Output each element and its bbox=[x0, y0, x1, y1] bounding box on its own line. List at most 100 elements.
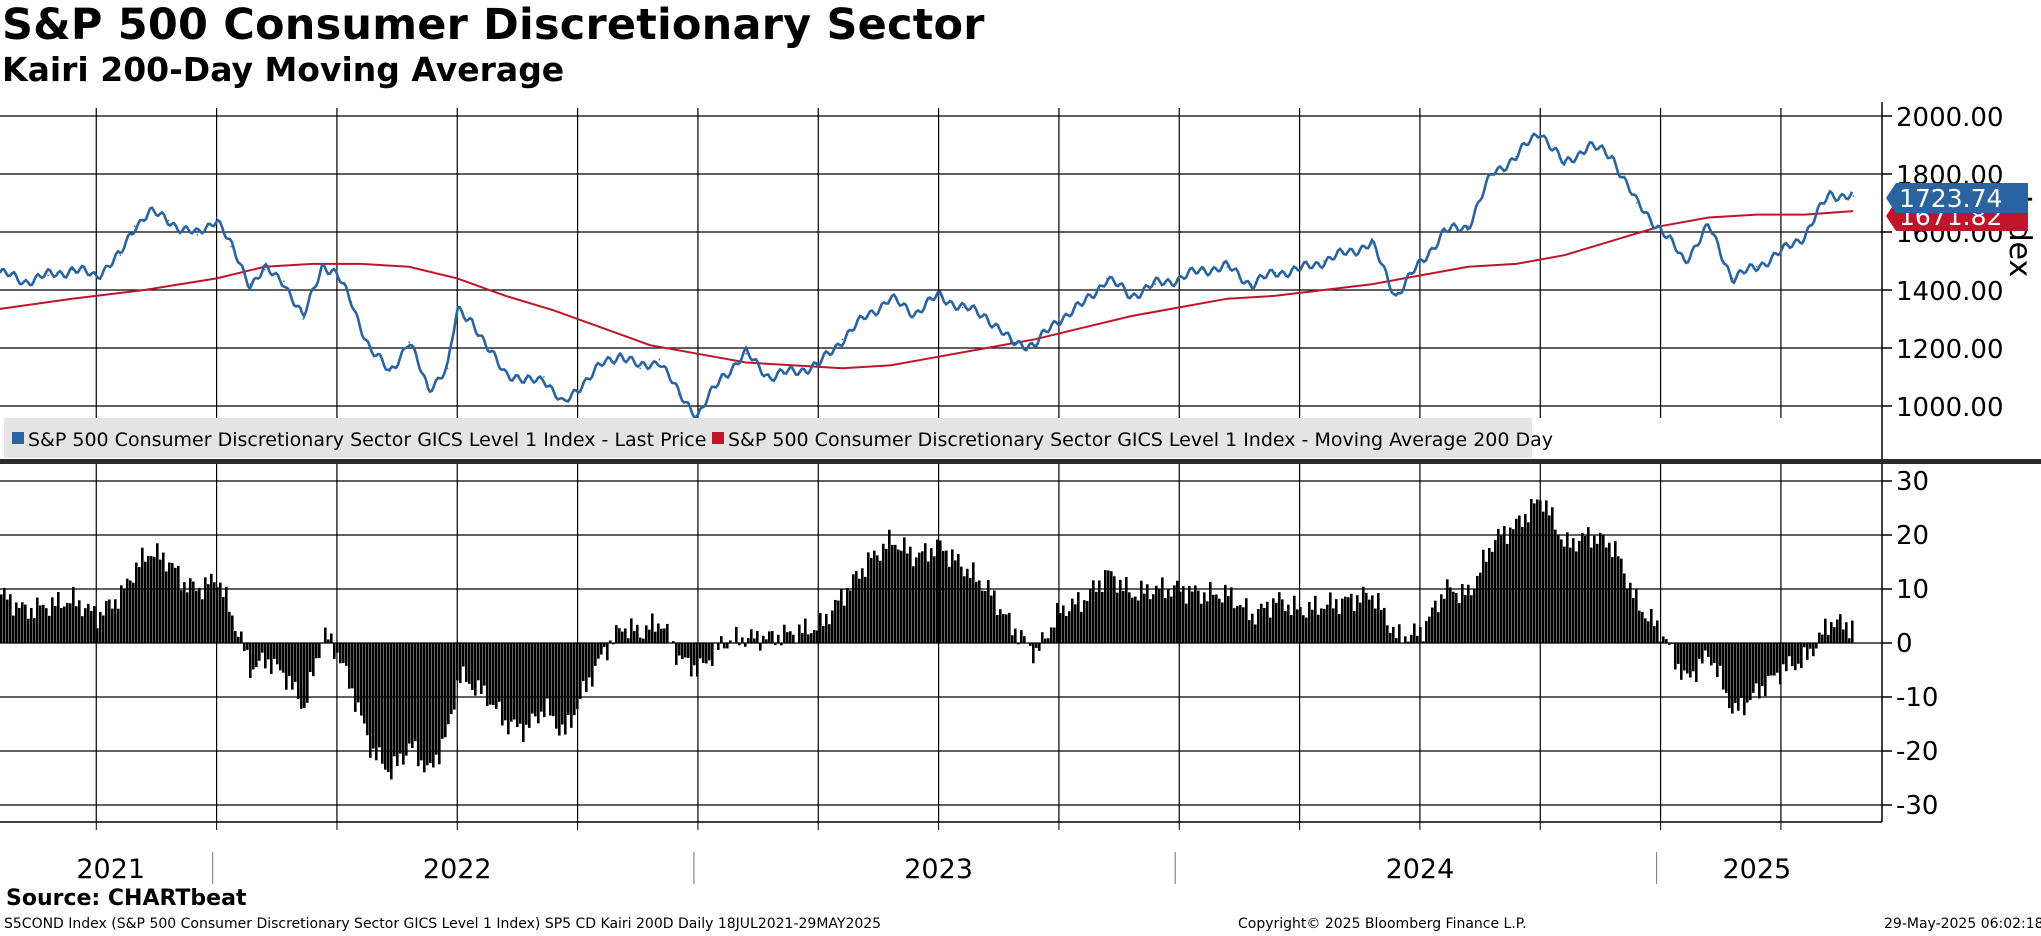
kairi-bar bbox=[279, 643, 282, 671]
kairi-bar bbox=[597, 643, 600, 659]
kairi-bar bbox=[1818, 632, 1821, 643]
kairi-bar bbox=[612, 643, 615, 645]
kairi-bar bbox=[729, 640, 732, 643]
kairi-bar bbox=[216, 587, 219, 643]
kairi-bar bbox=[6, 599, 9, 643]
kairi-bar bbox=[606, 643, 609, 661]
kairi-ytick-label: 20 bbox=[1896, 521, 1929, 551]
kairi-bar bbox=[465, 643, 468, 682]
kairi-bar bbox=[1092, 580, 1095, 643]
kairi-bar bbox=[693, 643, 696, 666]
kairi-bar bbox=[813, 630, 816, 643]
kairi-bar bbox=[513, 643, 516, 720]
kairi-bar bbox=[801, 633, 804, 643]
price-point bbox=[1828, 193, 1830, 196]
price-point bbox=[1804, 234, 1806, 236]
kairi-bar bbox=[975, 581, 978, 643]
kairi-bar bbox=[486, 643, 489, 706]
kairi-bar bbox=[144, 561, 147, 643]
kairi-bar bbox=[270, 643, 273, 674]
price-point bbox=[600, 364, 603, 367]
kairi-bar bbox=[1632, 597, 1635, 643]
kairi-bar bbox=[1776, 643, 1779, 673]
kairi-ytick-label: 30 bbox=[1896, 467, 1929, 497]
kairi-bar bbox=[546, 643, 549, 699]
kairi-bar bbox=[180, 590, 183, 643]
kairi-bar bbox=[1440, 594, 1443, 643]
kairi-bar bbox=[1578, 540, 1581, 643]
kairi-bar bbox=[519, 643, 522, 724]
price-point bbox=[1058, 318, 1060, 320]
kairi-bar bbox=[879, 560, 882, 643]
kairi-bar bbox=[1155, 585, 1158, 643]
kairi-bar bbox=[327, 639, 330, 643]
kairi-bar bbox=[330, 633, 333, 643]
kairi-bar bbox=[1242, 607, 1245, 643]
kairi-bar bbox=[1005, 614, 1008, 643]
kairi-bar bbox=[618, 628, 621, 643]
kairi-bar bbox=[627, 638, 630, 643]
kairi-bar bbox=[1272, 598, 1275, 643]
price-point bbox=[658, 358, 661, 361]
kairi-bar bbox=[1470, 595, 1473, 643]
kairi-bar bbox=[594, 643, 597, 666]
kairi-bar bbox=[1380, 609, 1383, 643]
kairi-bar bbox=[891, 544, 894, 643]
kairi-bar bbox=[246, 643, 249, 650]
price-point bbox=[1731, 277, 1734, 280]
kairi-bar bbox=[1356, 595, 1359, 643]
kairi-bar bbox=[33, 618, 36, 643]
kairi-bar bbox=[960, 566, 963, 643]
kairi-bar bbox=[900, 550, 903, 643]
copyright: Copyright© 2025 Bloomberg Finance L.P. bbox=[1238, 916, 1527, 932]
kairi-bar bbox=[378, 643, 381, 748]
kairi-bar bbox=[1176, 580, 1179, 643]
kairi-bar bbox=[840, 589, 843, 643]
kairi-bar bbox=[978, 580, 981, 643]
price-point bbox=[133, 225, 136, 227]
price-point bbox=[1106, 277, 1108, 280]
kairi-bar bbox=[309, 643, 312, 673]
price-point bbox=[1034, 344, 1036, 346]
kairi-bar bbox=[1641, 612, 1644, 643]
kairi-bar bbox=[1626, 589, 1629, 643]
price-point bbox=[1274, 271, 1277, 274]
kairi-bar bbox=[528, 643, 531, 728]
price-point bbox=[543, 376, 545, 378]
kairi-bar bbox=[1218, 598, 1221, 643]
kairi-bar bbox=[129, 580, 132, 643]
kairi-bar bbox=[1665, 639, 1668, 643]
kairi-bar bbox=[228, 611, 231, 643]
kairi-bar bbox=[753, 638, 756, 643]
price-point bbox=[865, 315, 868, 317]
kairi-bar bbox=[99, 611, 102, 643]
kairi-bar bbox=[1674, 643, 1677, 670]
kairi-bar bbox=[303, 643, 306, 708]
kairi-bar bbox=[750, 629, 753, 643]
price-point bbox=[47, 274, 49, 277]
kairi-bar bbox=[765, 639, 768, 643]
kairi-ytick-label: 0 bbox=[1896, 629, 1913, 659]
kairi-bar bbox=[804, 618, 807, 643]
kairi-bar bbox=[1794, 643, 1797, 671]
kairi-bar bbox=[1539, 500, 1542, 643]
kairi-bar bbox=[1251, 613, 1254, 643]
kairi-bar bbox=[1371, 595, 1374, 643]
kairi-bar bbox=[1332, 608, 1335, 643]
price-point bbox=[230, 245, 232, 248]
price-point bbox=[1298, 268, 1301, 271]
kairi-bar bbox=[1134, 596, 1137, 643]
kairi-bar bbox=[810, 633, 813, 643]
kairi-bar bbox=[147, 556, 150, 643]
kairi-bar bbox=[96, 628, 99, 643]
kairi-bar bbox=[360, 643, 363, 716]
kairi-bar bbox=[807, 634, 810, 643]
kairi-bar bbox=[213, 582, 216, 643]
kairi-bar bbox=[1842, 629, 1845, 643]
kairi-bar bbox=[558, 643, 561, 736]
kairi-bar bbox=[798, 624, 801, 643]
kairi-bar bbox=[1143, 593, 1146, 643]
kairi-bar bbox=[1053, 627, 1056, 643]
kairi-bar bbox=[435, 643, 438, 755]
